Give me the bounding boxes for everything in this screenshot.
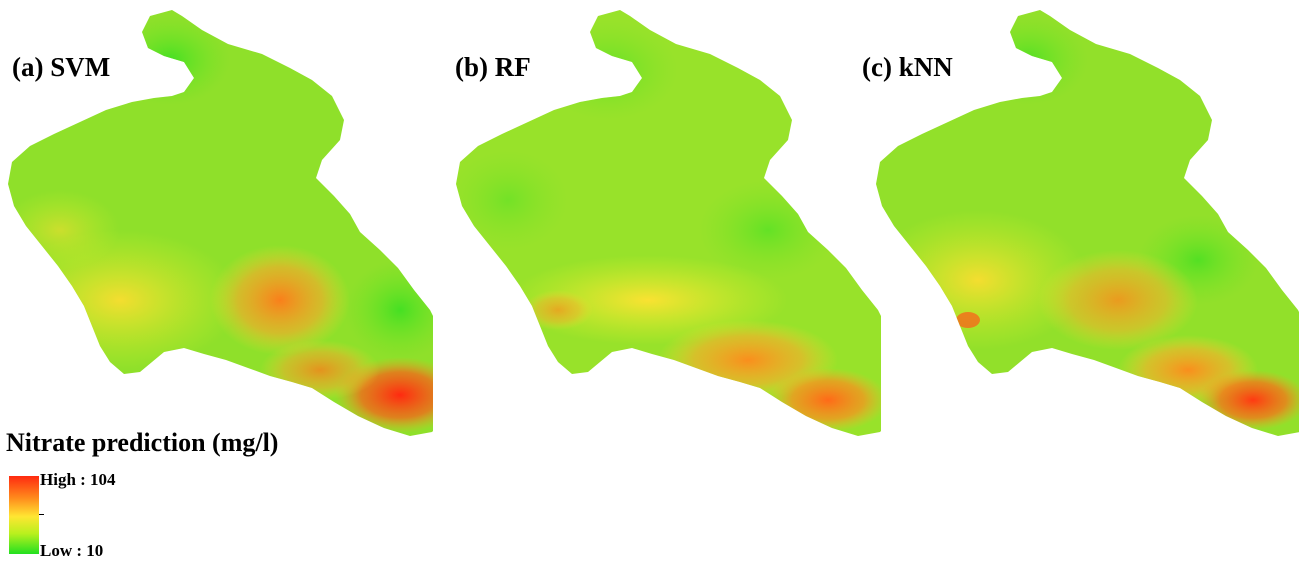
map-panel-knn (868, 0, 1299, 450)
panel-label-svm: (a) SVM (12, 52, 111, 82)
legend-high-label: High : 104 (40, 470, 116, 489)
map-panel-svm (0, 0, 433, 450)
legend-title: Nitrate prediction (mg/l) (6, 428, 279, 457)
panel-label-rf: (b) RF (455, 52, 531, 82)
legend-color-ramp (9, 476, 39, 554)
panel-label-knn: (c) kNN (862, 52, 953, 82)
legend-tick (39, 514, 44, 515)
map-svm (8, 10, 433, 436)
map-rf (456, 10, 881, 436)
legend: Nitrate prediction (mg/l) High : 104 Low… (0, 424, 400, 566)
map-panel-rf (448, 0, 881, 450)
map-knn (876, 10, 1299, 436)
legend-low-label: Low : 10 (40, 541, 104, 560)
